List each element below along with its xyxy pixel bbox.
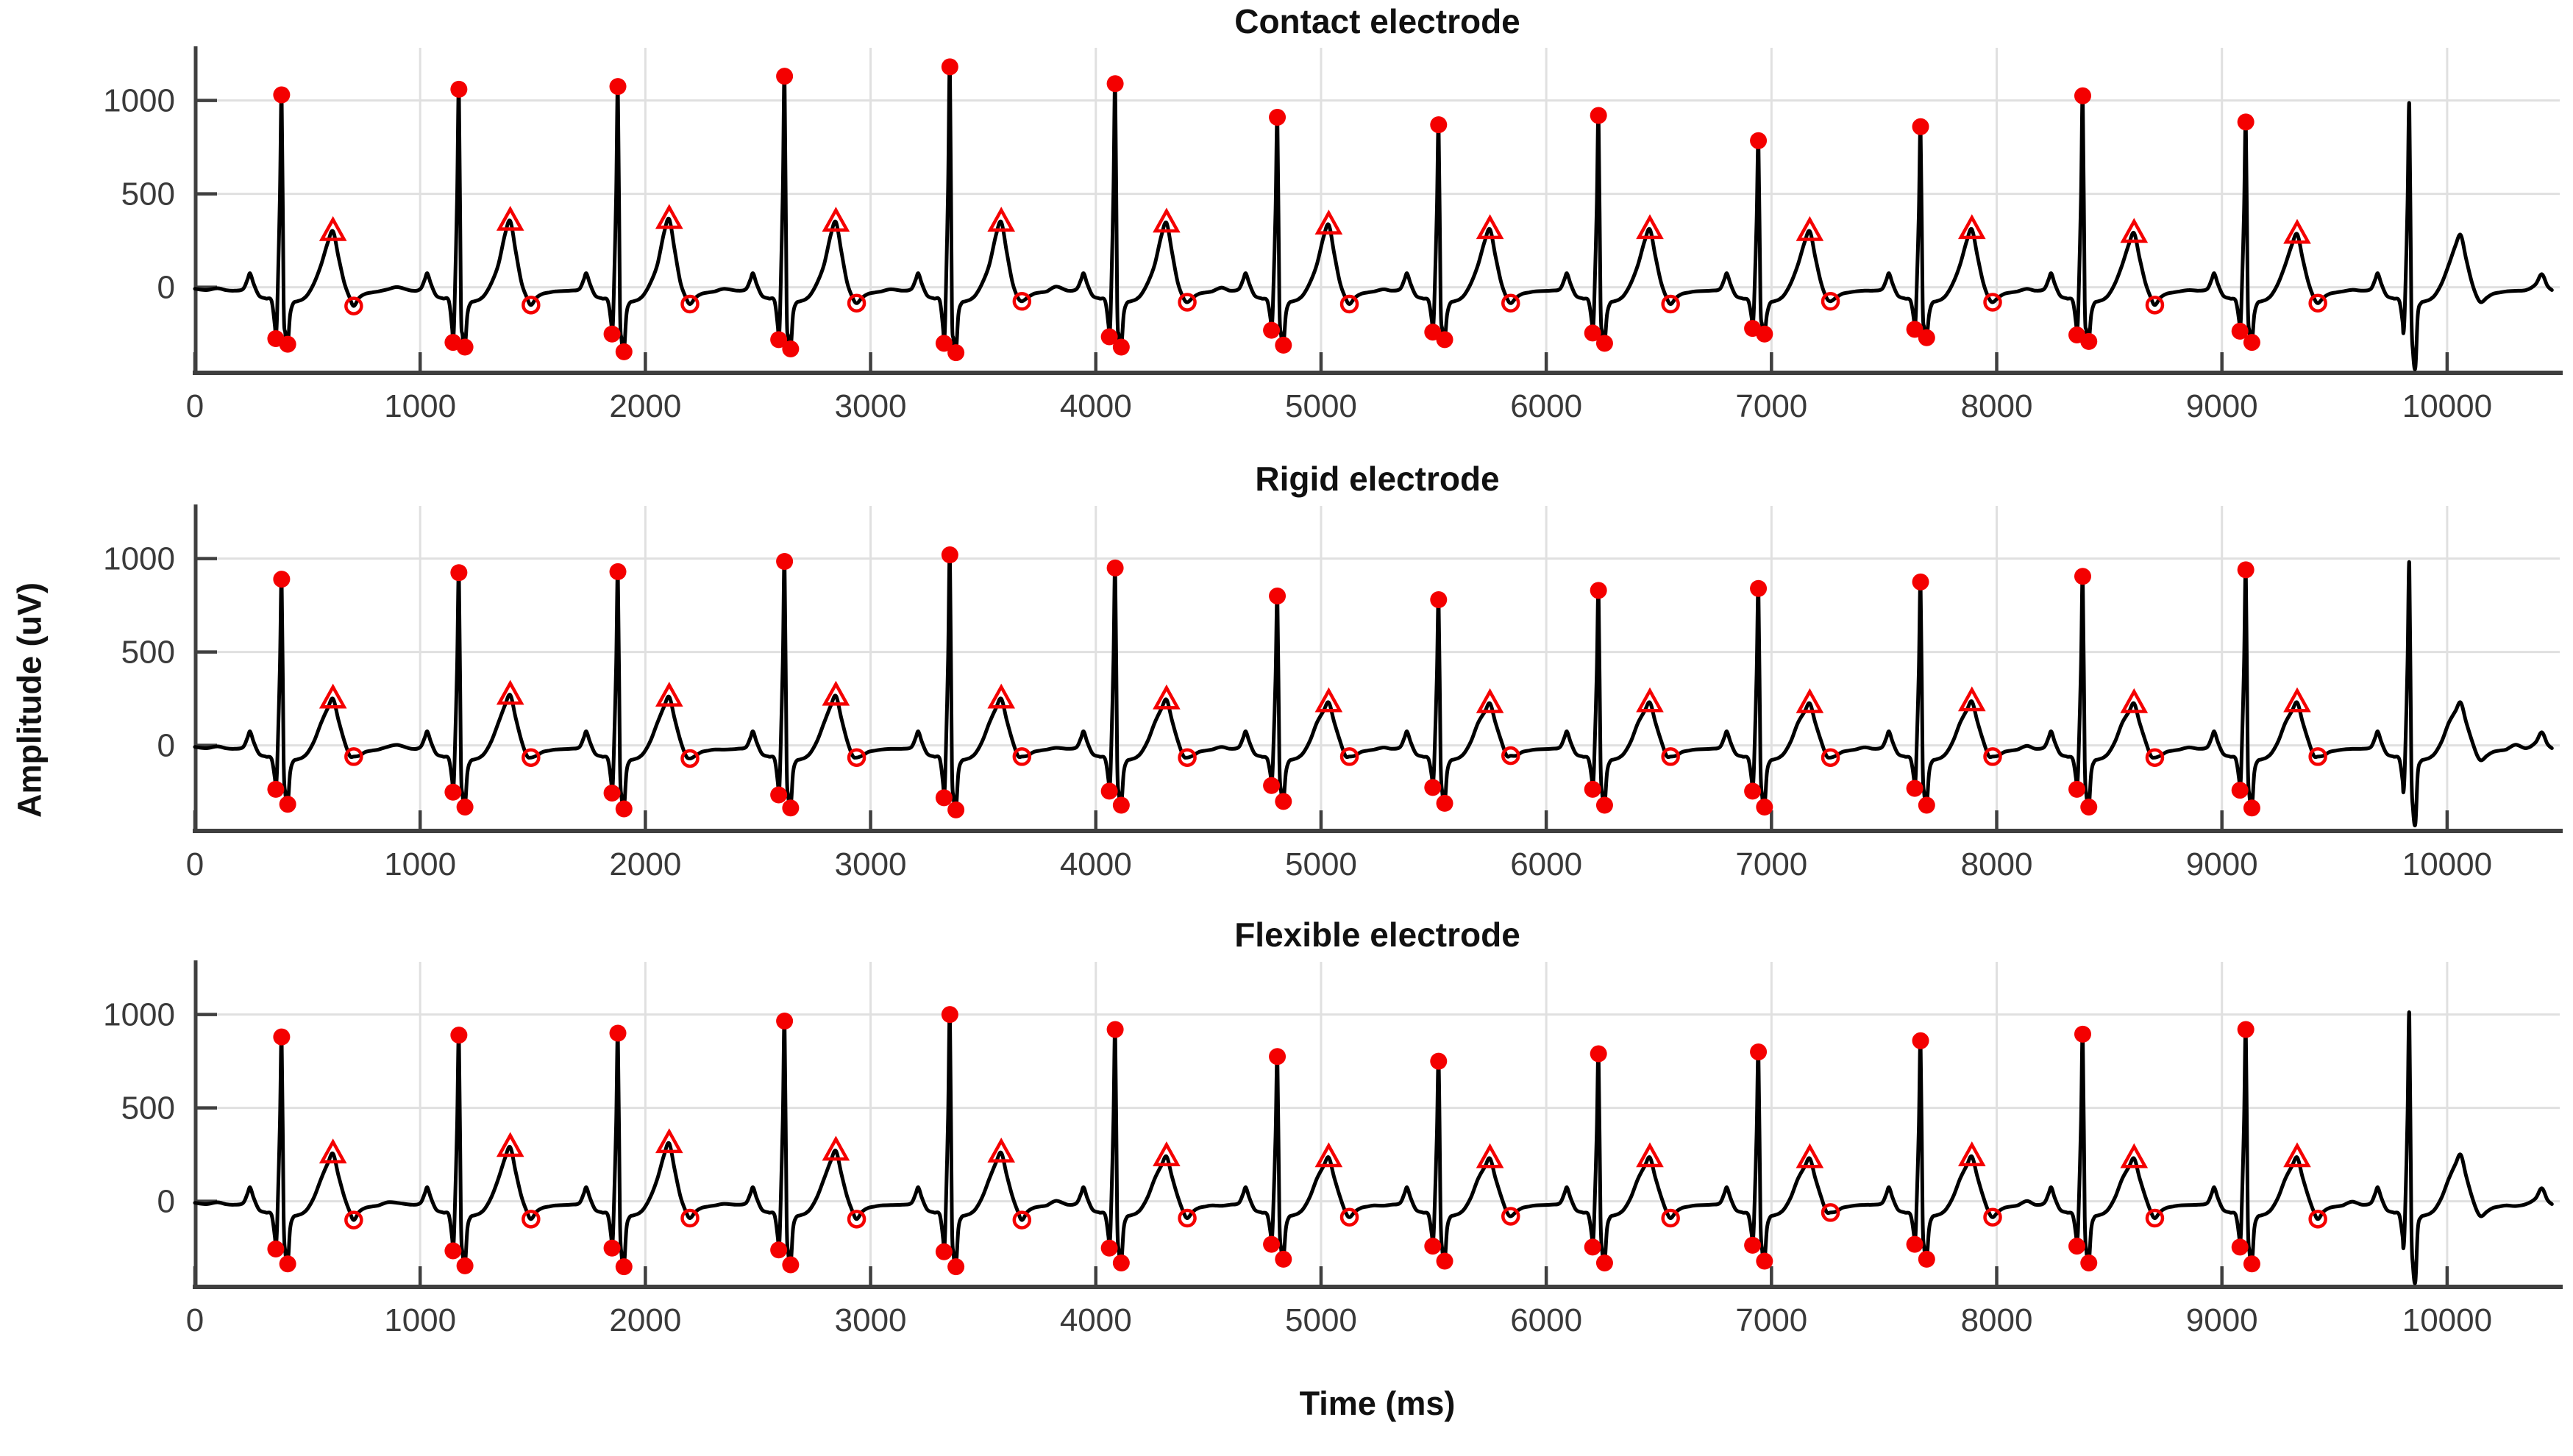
svg-text:10000: 10000 (2402, 388, 2492, 424)
svg-text:6000: 6000 (1510, 1302, 1582, 1338)
svg-text:6000: 6000 (1510, 388, 1582, 424)
svg-text:0: 0 (157, 270, 175, 306)
svg-text:1000: 1000 (384, 1302, 456, 1338)
svg-text:1000: 1000 (384, 388, 456, 424)
svg-text:0: 0 (157, 1184, 175, 1220)
svg-text:9000: 9000 (2186, 1302, 2258, 1338)
subplot-title-rigid: Rigid electrode (1255, 460, 1500, 498)
svg-text:7000: 7000 (1735, 388, 1807, 424)
svg-text:10000: 10000 (2402, 846, 2492, 882)
svg-text:2000: 2000 (609, 846, 681, 882)
svg-text:10000: 10000 (2402, 1302, 2492, 1338)
svg-text:1000: 1000 (384, 846, 456, 882)
svg-text:0: 0 (186, 388, 204, 424)
svg-text:4000: 4000 (1060, 388, 1132, 424)
svg-text:1000: 1000 (103, 997, 175, 1033)
svg-text:8000: 8000 (1961, 388, 2033, 424)
svg-text:4000: 4000 (1060, 1302, 1132, 1338)
svg-text:500: 500 (121, 176, 175, 213)
svg-text:9000: 9000 (2186, 846, 2258, 882)
svg-text:0: 0 (186, 1302, 204, 1338)
svg-text:2000: 2000 (609, 388, 681, 424)
svg-text:1000: 1000 (103, 83, 175, 119)
svg-text:4000: 4000 (1060, 846, 1132, 882)
subplot-title-contact: Contact electrode (1234, 2, 1520, 40)
svg-text:0: 0 (186, 846, 204, 882)
svg-text:9000: 9000 (2186, 388, 2258, 424)
svg-text:3000: 3000 (835, 846, 907, 882)
y-axis-label: Amplitude (uV) (10, 582, 49, 818)
svg-text:8000: 8000 (1961, 1302, 2033, 1338)
svg-text:3000: 3000 (835, 388, 907, 424)
subplot-title-flexible: Flexible electrode (1234, 916, 1520, 954)
svg-text:6000: 6000 (1510, 846, 1582, 882)
svg-text:500: 500 (121, 635, 175, 671)
svg-text:2000: 2000 (609, 1302, 681, 1338)
svg-text:5000: 5000 (1285, 846, 1357, 882)
svg-text:500: 500 (121, 1091, 175, 1127)
svg-text:0: 0 (157, 728, 175, 764)
x-axis-label: Time (ms) (1299, 1385, 1456, 1422)
svg-text:7000: 7000 (1735, 1302, 1807, 1338)
svg-text:8000: 8000 (1961, 846, 2033, 882)
svg-text:3000: 3000 (835, 1302, 907, 1338)
svg-text:1000: 1000 (103, 541, 175, 577)
svg-text:5000: 5000 (1285, 388, 1357, 424)
svg-text:7000: 7000 (1735, 846, 1807, 882)
svg-text:5000: 5000 (1285, 1302, 1357, 1338)
